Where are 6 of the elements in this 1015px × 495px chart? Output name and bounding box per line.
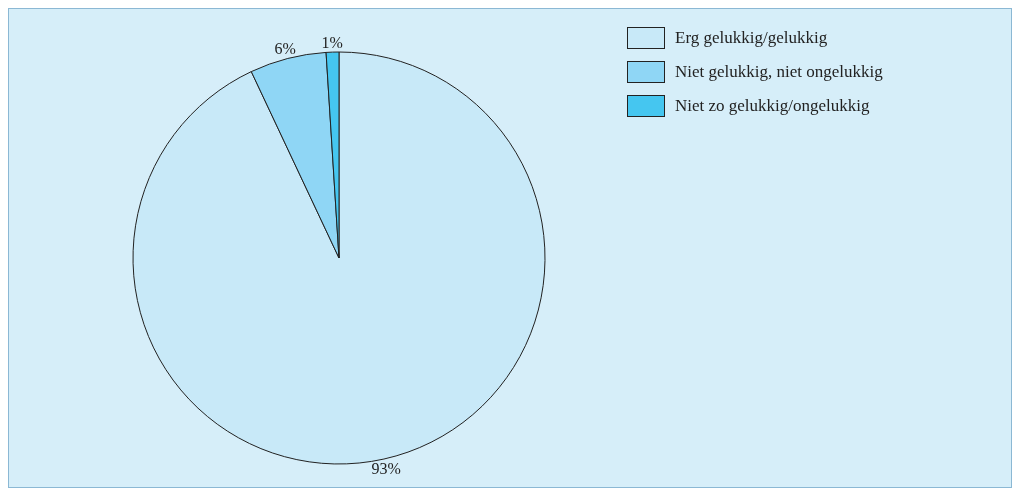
data-label: 93% bbox=[371, 460, 401, 478]
data-label: 1% bbox=[321, 33, 343, 51]
legend-label: Niet zo gelukkig/ongelukkig bbox=[675, 96, 870, 116]
legend-label: Niet gelukkig, niet ongelukkig bbox=[675, 62, 883, 82]
data-label: 6% bbox=[274, 40, 296, 58]
legend-label: Erg gelukkig/gelukkig bbox=[675, 28, 828, 48]
